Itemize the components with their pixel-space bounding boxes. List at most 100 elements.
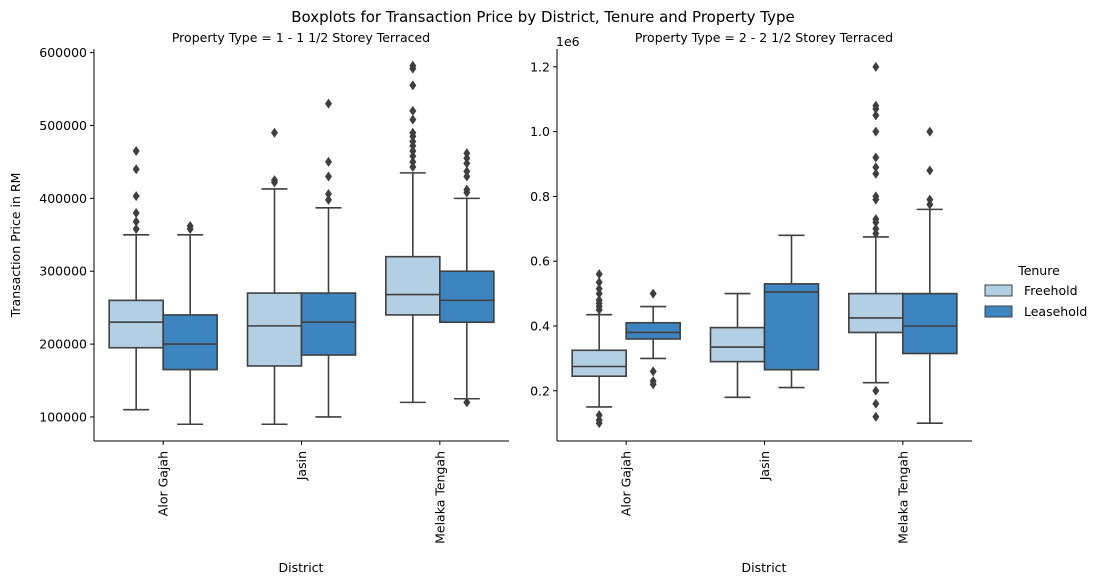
- p2-box-leasehold-1: [625, 288, 681, 390]
- box-iqr: [246, 292, 303, 367]
- p2-y-tick-label: 0.2: [530, 383, 550, 398]
- outlier-point: [186, 221, 194, 232]
- outlier-point: [271, 127, 278, 138]
- figure-suptitle: Boxplots for Transaction Price by Distri…: [291, 8, 795, 26]
- legend-swatch-leasehold: [984, 305, 1013, 318]
- outlier-point: [463, 153, 471, 164]
- outlier-point: [132, 191, 140, 202]
- box-iqr: [385, 255, 441, 316]
- outlier-point: [409, 156, 417, 167]
- outlier-point: [872, 398, 880, 409]
- box-iqr: [300, 292, 357, 356]
- outlier-point: [872, 223, 880, 234]
- outlier-point: [595, 283, 603, 294]
- box-iqr: [848, 292, 904, 334]
- outlier-point: [132, 207, 140, 218]
- outlier-point: [132, 223, 140, 234]
- p1-y-tick-label: 300000: [39, 264, 87, 279]
- p1-y-tick-label: 500000: [39, 118, 87, 133]
- outlier-point: [325, 194, 332, 205]
- box-iqr: [439, 270, 495, 324]
- outlier-point: [872, 61, 880, 72]
- p1-y-tick-label: 600000: [39, 45, 87, 60]
- panel-2-plot-area: 0.2 0.4 0.6 0.8 1.0 1.2 Alor Gajah Jasin Melaka …: [530, 49, 972, 544]
- p2-y-tick-label: 0.8: [530, 189, 550, 204]
- outlier-point: [872, 411, 880, 422]
- panel-2: Property Type = 2 - 2 1/2 Storey Terrace…: [530, 30, 972, 575]
- p2-box-freehold-3: [848, 61, 904, 422]
- panel-2-y-offset-label: 1e6: [556, 34, 580, 49]
- p2-y-tick-label: 0.6: [530, 254, 550, 269]
- legend: Tenure Freehold Leasehold: [984, 263, 1087, 319]
- p2-x-tick-label: Jasin: [757, 451, 772, 481]
- outlier-point: [926, 126, 934, 137]
- legend-label-freehold: Freehold: [1024, 283, 1078, 298]
- outlier-point: [872, 385, 880, 396]
- outlier-point: [872, 152, 880, 163]
- p2-x-tick-label: Melaka Tengah: [895, 451, 910, 544]
- p1-box-freehold-1: [108, 146, 164, 411]
- box-iqr: [625, 321, 681, 340]
- panel-1-y-axis-label: Transaction Price in RM: [8, 173, 23, 319]
- p1-box-leasehold-2: [300, 98, 357, 418]
- p1-y-tick-label: 200000: [39, 337, 87, 352]
- outlier-point: [463, 171, 471, 182]
- outlier-point: [872, 100, 880, 111]
- panel-2-title: Property Type = 2 - 2 1/2 Storey Terrace…: [635, 30, 893, 45]
- p2-box-freehold-2: [709, 292, 766, 399]
- legend-title: Tenure: [1017, 263, 1060, 278]
- box-iqr: [902, 292, 958, 355]
- p1-box-leasehold-3: [439, 148, 495, 408]
- outlier-point: [463, 148, 471, 159]
- outlier-point: [595, 295, 603, 306]
- outlier-point: [409, 127, 417, 138]
- p2-box-freehold-1: [571, 269, 627, 429]
- outlier-point: [872, 162, 880, 173]
- outlier-point: [595, 277, 603, 288]
- outlier-point: [409, 105, 417, 116]
- outlier-point: [595, 269, 603, 280]
- outlier-point: [409, 60, 417, 71]
- outlier-point: [649, 288, 657, 299]
- p2-x-tick-label: Alor Gajah: [619, 451, 634, 516]
- outlier-point: [132, 216, 140, 227]
- p1-y-tick-label: 400000: [39, 191, 87, 206]
- outlier-point: [463, 397, 471, 408]
- outlier-point: [409, 136, 417, 147]
- p2-box-leasehold-3: [902, 126, 958, 424]
- outlier-point: [872, 191, 880, 202]
- panel-1-title: Property Type = 1 - 1 1/2 Storey Terrace…: [172, 30, 430, 45]
- p1-x-tick-label: Melaka Tengah: [432, 451, 447, 544]
- outlier-point: [409, 114, 417, 125]
- p1-box-freehold-3: [385, 60, 441, 404]
- outlier-point: [649, 376, 657, 387]
- p1-box-freehold-2: [246, 127, 303, 426]
- box-iqr: [162, 314, 218, 371]
- outlier-point: [325, 188, 332, 199]
- outlier-point: [463, 158, 471, 169]
- panel-1: Property Type = 1 - 1 1/2 Storey Terrace…: [8, 30, 509, 575]
- p1-x-tick-label: Alor Gajah: [156, 451, 171, 516]
- outlier-point: [325, 171, 332, 182]
- p2-y-tick-label: 0.4: [530, 318, 550, 333]
- p1-box-leasehold-1: [162, 221, 218, 426]
- p2-box-leasehold-2: [763, 234, 820, 389]
- outlier-point: [872, 168, 880, 179]
- outlier-point: [463, 166, 471, 177]
- panel-1-plot-area: 100000 200000 300000 400000 500000 600000 Alor…: [39, 45, 509, 544]
- outlier-point: [409, 80, 417, 91]
- panel-1-x-axis-label: District: [279, 560, 324, 575]
- outlier-point: [926, 165, 934, 176]
- legend-label-leasehold: Leasehold: [1024, 304, 1087, 319]
- outlier-point: [271, 175, 278, 186]
- p1-y-tick-label: 100000: [39, 409, 87, 424]
- p1-x-tick-label: Jasin: [294, 451, 309, 481]
- p2-y-tick-label: 1.2: [530, 59, 550, 74]
- outlier-point: [595, 410, 603, 421]
- outlier-point: [409, 151, 417, 162]
- outlier-point: [872, 110, 880, 121]
- outlier-point: [132, 146, 140, 157]
- outlier-point: [325, 98, 332, 109]
- outlier-point: [409, 162, 417, 173]
